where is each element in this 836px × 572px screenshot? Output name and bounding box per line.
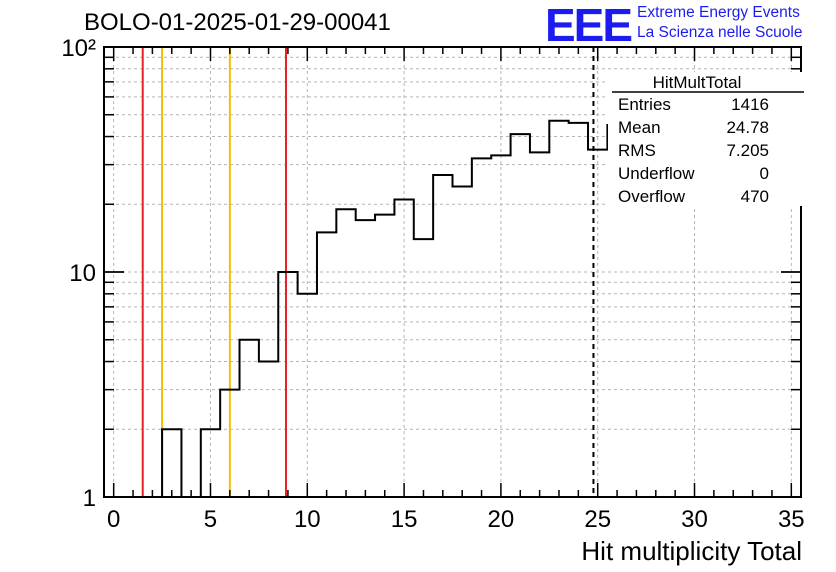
run-title: BOLO-01-2025-01-29-00041 — [84, 9, 391, 36]
x-tick-label: 20 — [488, 506, 515, 533]
x-tick-label: 25 — [584, 506, 611, 533]
y-tick-label: 1 — [83, 485, 96, 512]
axis-ticks — [104, 46, 801, 498]
x-tick-label: 0 — [107, 506, 120, 533]
x-tick-label: 30 — [681, 506, 708, 533]
logo-subtitle-1: Extreme Energy Events — [637, 4, 800, 21]
stats-label: RMS — [618, 141, 656, 160]
stats-label: Entries — [618, 95, 671, 114]
eee-logo: EEE — [545, 0, 633, 51]
x-axis-label: Hit multiplicity Total — [581, 536, 802, 566]
stats-title: HitMultTotal — [653, 73, 742, 92]
x-tick-label: 15 — [391, 506, 418, 533]
stats-value: 1416 — [731, 95, 769, 114]
stats-value: 470 — [741, 187, 769, 206]
stats-label: Mean — [618, 118, 661, 137]
stats-label: Overflow — [618, 187, 686, 206]
stats-label: Underflow — [618, 164, 695, 183]
stats-box: HitMultTotal Entries 1416 Mean 24.78 RMS 7.20… — [608, 72, 806, 206]
stats-value: 7.205 — [726, 141, 769, 160]
logo-subtitle-2: La Scienza nelle Scuole — [637, 24, 803, 41]
tick-labels: 0 5 10 15 20 25 30 35 1 10 10² — [61, 35, 804, 533]
stats-value: 0 — [760, 164, 769, 183]
x-tick-label: 5 — [204, 506, 217, 533]
x-tick-label: 35 — [778, 506, 805, 533]
grid-lines — [104, 47, 801, 497]
stats-value: 24.78 — [726, 118, 769, 137]
y-tick-label: 10 — [69, 260, 96, 287]
y-tick-label: 10² — [61, 35, 96, 62]
x-tick-label: 10 — [294, 506, 321, 533]
